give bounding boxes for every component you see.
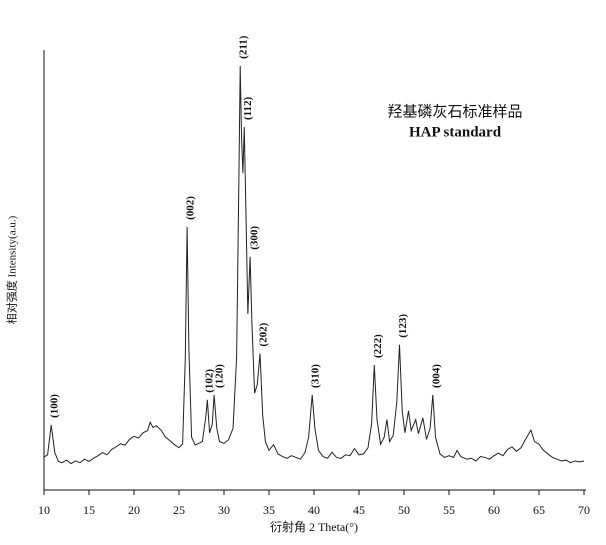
sample-label: HAP standard xyxy=(409,124,502,140)
peak-label: (112) xyxy=(242,96,254,120)
peak-label: (222) xyxy=(372,334,384,358)
peak-label: (123) xyxy=(397,314,409,338)
x-tick-label: 45 xyxy=(353,503,365,517)
x-tick-label: 60 xyxy=(488,503,500,517)
x-tick-label: 20 xyxy=(128,503,140,517)
peak-label: (102) xyxy=(204,369,216,393)
peak-label: (004) xyxy=(430,364,442,388)
x-tick-label: 30 xyxy=(218,503,230,517)
pattern-line xyxy=(43,65,585,465)
x-tick-label: 10 xyxy=(38,503,50,517)
x-axis-label: 衍射角 2 Theta(°) xyxy=(270,519,358,534)
sample-label: 羟基磷灰石标准样品 xyxy=(387,103,522,120)
peak-label: (120) xyxy=(213,364,225,388)
peak-label: (100) xyxy=(49,394,61,418)
x-tick-label: 40 xyxy=(308,503,320,517)
x-tick-label: 15 xyxy=(83,503,95,517)
x-tick-label: 35 xyxy=(263,503,275,517)
x-tick-label: 50 xyxy=(398,503,410,517)
y-axis-label: 相对强度 Intensity(a.u.) xyxy=(5,215,19,324)
peak-label: (211) xyxy=(238,35,250,59)
peak-label: (300) xyxy=(249,226,261,250)
x-tick-label: 25 xyxy=(173,503,185,517)
x-tick-label: 70 xyxy=(578,503,590,517)
peak-label: (310) xyxy=(310,364,322,388)
x-tick-label: 65 xyxy=(533,503,545,517)
peak-label: (002) xyxy=(185,196,197,220)
x-tick-label: 55 xyxy=(443,503,455,517)
peak-label: (202) xyxy=(258,322,270,346)
